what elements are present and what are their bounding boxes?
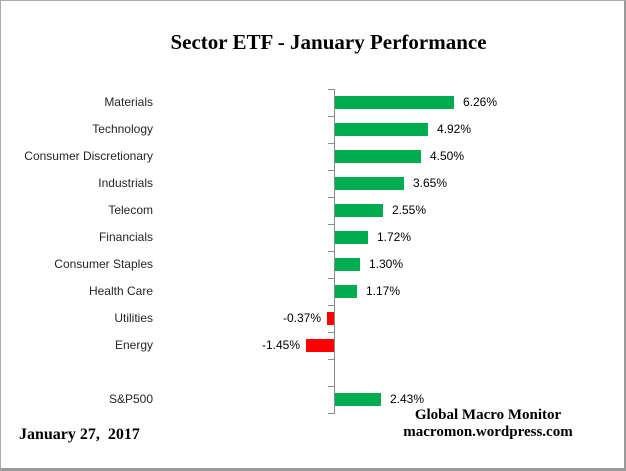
attribution: Global Macro Monitor macromon.wordpress.… <box>398 407 578 441</box>
positive-bar <box>335 177 404 190</box>
category-label: S&P500 <box>108 392 153 406</box>
value-label: 4.50% <box>430 149 465 163</box>
positive-bar <box>335 96 454 109</box>
axis-tick-mark <box>328 224 334 225</box>
value-label: 4.92% <box>437 122 472 136</box>
value-label: 1.17% <box>366 284 401 298</box>
category-label: Utilities <box>114 311 153 325</box>
axis-tick-mark <box>328 359 334 360</box>
positive-bar <box>335 123 428 136</box>
axis-tick-mark <box>328 170 334 171</box>
axis-tick-mark <box>328 413 334 414</box>
category-label: Consumer Discretionary <box>24 149 153 163</box>
axis-tick-mark <box>328 278 334 279</box>
positive-bar <box>335 285 357 298</box>
negative-bar <box>327 312 334 325</box>
category-label: Energy <box>114 338 153 352</box>
category-label: Telecom <box>108 203 153 217</box>
value-axis-line <box>334 89 335 414</box>
category-label: Materials <box>104 95 153 109</box>
positive-bar <box>335 258 360 271</box>
axis-tick-mark <box>328 197 334 198</box>
positive-bar <box>335 393 381 406</box>
chart-title: Sector ETF - January Performance <box>170 30 487 54</box>
value-label: 2.43% <box>390 392 425 406</box>
axis-tick-mark <box>328 332 334 333</box>
value-label: 6.26% <box>463 95 498 109</box>
category-label: Technology <box>92 122 153 136</box>
category-label: Financials <box>98 230 153 244</box>
axis-tick-mark <box>328 116 334 117</box>
value-label: 1.72% <box>377 230 412 244</box>
positive-bar <box>335 231 368 244</box>
axis-tick-mark <box>328 251 334 252</box>
axis-tick-mark <box>328 386 334 387</box>
category-label: Consumer Staples <box>54 257 153 271</box>
value-label: -1.45% <box>261 338 300 352</box>
positive-bar <box>335 204 383 217</box>
axis-tick-mark <box>328 143 334 144</box>
value-label: 3.65% <box>413 176 448 190</box>
negative-bar <box>306 339 334 352</box>
date-label: January 27, 2017 <box>19 426 140 443</box>
value-label: 2.55% <box>392 203 427 217</box>
axis-tick-mark <box>328 89 334 90</box>
value-label: -0.37% <box>282 311 321 325</box>
category-label: Industrials <box>98 176 153 190</box>
axis-tick-mark <box>328 305 334 306</box>
value-label: 1.30% <box>369 257 404 271</box>
positive-bar <box>335 150 421 163</box>
category-label: Health Care <box>88 284 153 298</box>
attribution-line1: Global Macro Monitor <box>414 407 562 423</box>
attribution-line2: macromon.wordpress.com <box>403 424 573 440</box>
